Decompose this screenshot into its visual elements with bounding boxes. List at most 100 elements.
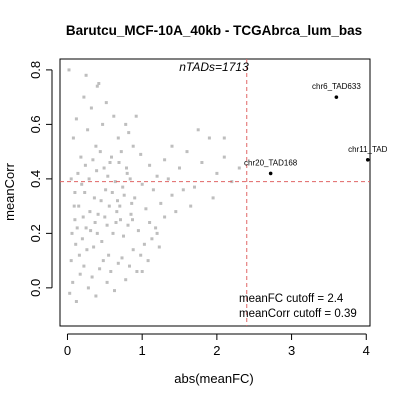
background-point [148, 163, 152, 167]
y-tick-label: 0.8 [28, 61, 43, 79]
background-point [112, 114, 116, 118]
background-point [200, 161, 204, 164]
background-point [122, 234, 125, 238]
background-point [90, 275, 94, 279]
background-point [69, 259, 73, 263]
background-point [83, 191, 87, 194]
background-point [215, 171, 219, 175]
highlighted-point [268, 171, 273, 176]
background-point [84, 73, 88, 77]
background-point [100, 240, 104, 243]
background-point [71, 136, 75, 140]
background-point [142, 242, 146, 246]
background-point [128, 264, 131, 268]
background-point [117, 161, 121, 164]
background-point [126, 223, 130, 227]
background-point [71, 280, 75, 284]
background-point [166, 177, 170, 181]
background-point [140, 182, 144, 186]
x-tick-label: 3 [288, 343, 295, 358]
highlighted-point [334, 95, 339, 99]
background-point [125, 171, 129, 175]
background-point [73, 218, 77, 222]
background-point [73, 191, 77, 194]
x-tick-label: 2 [213, 343, 220, 358]
background-point [116, 261, 120, 265]
y-tick-label: 0.4 [28, 170, 43, 188]
background-point [144, 207, 148, 211]
background-point [98, 150, 102, 154]
background-point [127, 131, 131, 135]
background-point [103, 215, 107, 219]
background-point [118, 204, 122, 208]
background-point [114, 221, 118, 224]
background-point [77, 253, 81, 257]
meanfc-cutoff-label: meanFC cutoff = 2.4 [239, 293, 344, 305]
background-point [92, 245, 96, 249]
y-tick-label: 0.2 [28, 224, 43, 242]
background-point [69, 177, 73, 181]
background-point [115, 210, 119, 214]
background-point [116, 199, 119, 203]
background-point [222, 155, 226, 159]
background-point [74, 117, 78, 121]
x-tick-label: 1 [139, 343, 146, 358]
background-point [89, 106, 93, 110]
background-point [105, 280, 109, 284]
background-point [95, 169, 99, 173]
background-point [124, 278, 128, 282]
y-tick-label: 0.6 [28, 115, 43, 133]
background-point [170, 144, 174, 148]
background-point [96, 212, 100, 216]
background-point [85, 248, 89, 252]
background-point [95, 231, 99, 235]
background-point [107, 204, 111, 208]
background-point [148, 221, 152, 224]
background-point [133, 196, 137, 200]
highlighted-point [365, 158, 370, 162]
background-point [193, 185, 196, 189]
background-point [101, 259, 105, 263]
background-point [91, 158, 95, 162]
background-point [104, 101, 108, 105]
x-tick-label: 4 [363, 343, 370, 358]
background-point [196, 128, 200, 132]
background-point [82, 264, 86, 268]
background-point [68, 291, 72, 295]
background-point [77, 204, 81, 208]
background-point [80, 182, 84, 186]
x-axis: 0 1 2 3 4 [64, 333, 370, 358]
background-point [98, 267, 102, 271]
background-point [104, 188, 108, 192]
highlighted-points-group: chr6_TAD633 chr11_TAD chr20_TAD168 [244, 82, 388, 176]
background-point [139, 253, 143, 257]
background-point [81, 215, 85, 219]
background-point [67, 68, 71, 72]
background-point [181, 188, 185, 192]
highlighted-point-label: chr11_TAD [348, 145, 387, 154]
background-point [79, 155, 83, 159]
background-point [86, 128, 90, 132]
background-point [157, 245, 161, 249]
background-point [140, 270, 144, 273]
background-point [88, 210, 92, 214]
background-point [178, 166, 181, 170]
background-point [106, 174, 110, 178]
background-point [116, 136, 120, 140]
background-point [110, 191, 114, 194]
background-point [107, 253, 111, 257]
background-point [119, 150, 123, 154]
background-point [131, 218, 134, 222]
y-axis: 0.0 0.2 0.4 0.6 0.8 [28, 61, 53, 297]
cutoff-lines-group [60, 59, 370, 326]
background-point [128, 177, 132, 181]
background-point [82, 95, 86, 99]
background-point [121, 185, 125, 189]
highlighted-point-label: chr20_TAD168 [244, 158, 298, 167]
background-point [72, 204, 76, 208]
plot-frame [59, 58, 371, 327]
background-point [93, 221, 97, 224]
background-point [125, 166, 128, 170]
